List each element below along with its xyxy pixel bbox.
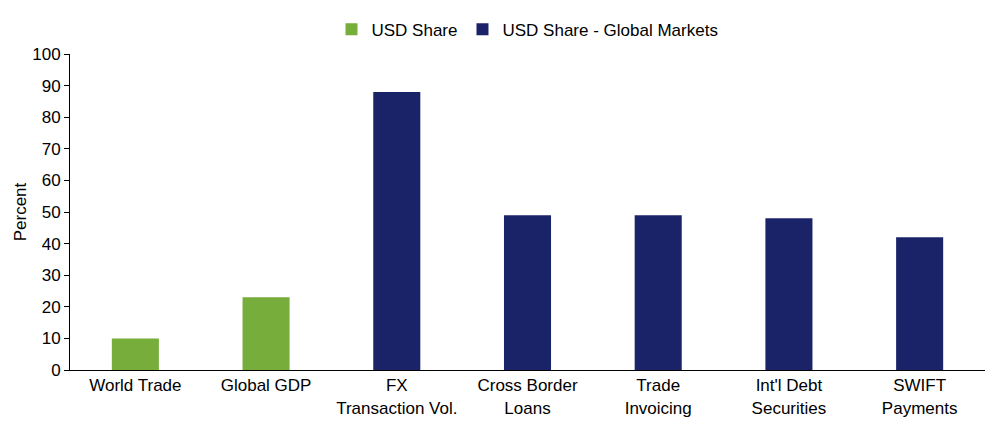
- svg-text:60: 60: [42, 171, 61, 190]
- svg-text:Cross BorderLoans: Cross BorderLoans: [477, 376, 577, 417]
- svg-text:70: 70: [42, 140, 61, 159]
- svg-text:10: 10: [42, 329, 61, 348]
- svg-text:0: 0: [51, 361, 60, 380]
- svg-text:90: 90: [42, 77, 61, 96]
- svg-text:30: 30: [42, 266, 61, 285]
- svg-text:SWIFTPayments: SWIFTPayments: [882, 376, 958, 417]
- svg-text:50: 50: [42, 203, 61, 222]
- svg-text:World Trade: World Trade: [89, 376, 181, 395]
- svg-text:TradeInvoicing: TradeInvoicing: [625, 376, 692, 417]
- svg-text:Int'l DebtSecurities: Int'l DebtSecurities: [752, 376, 827, 417]
- svg-text:40: 40: [42, 235, 61, 254]
- svg-text:Percent: Percent: [11, 182, 30, 241]
- svg-text:80: 80: [42, 108, 61, 127]
- svg-text:USD Share - Global Markets: USD Share - Global Markets: [502, 21, 717, 40]
- svg-text:20: 20: [42, 298, 61, 317]
- svg-text:FXTransaction Vol.: FXTransaction Vol.: [336, 376, 457, 417]
- svg-text:USD Share: USD Share: [372, 21, 458, 40]
- svg-text:100: 100: [32, 45, 60, 64]
- svg-text:Global GDP: Global GDP: [221, 376, 312, 395]
